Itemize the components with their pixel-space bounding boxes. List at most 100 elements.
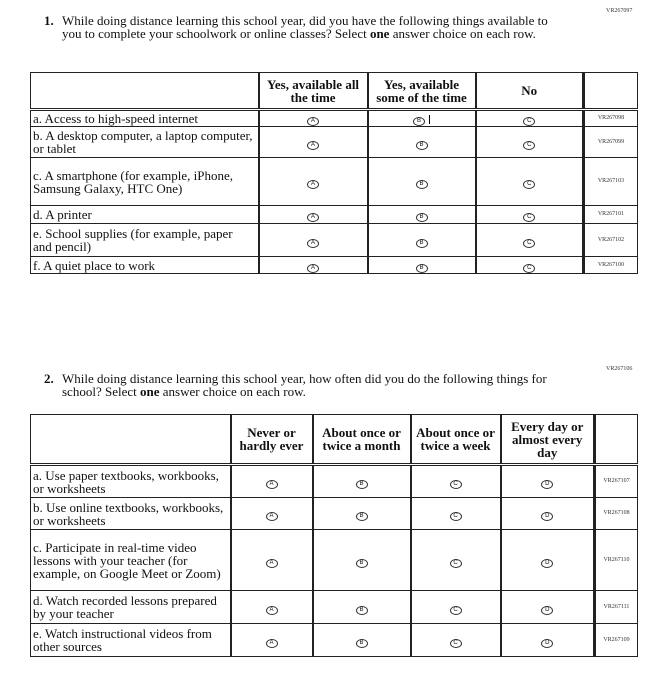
blank-header: [30, 72, 259, 110]
answer-bubble-b[interactable]: B: [355, 480, 368, 489]
answer-bubble-b[interactable]: B: [355, 605, 368, 615]
table-row: c. A smartphone (for example, iPhone, Sa…: [30, 157, 638, 206]
answer-cell: B: [311, 464, 411, 498]
row-label: a. Access to high-speed internet: [30, 109, 259, 127]
answer-cell: B: [311, 623, 411, 657]
answer-bubble-b[interactable]: B: [355, 512, 368, 521]
row-code: VR267098: [582, 109, 638, 127]
column-header: Never or hardly ever: [229, 414, 313, 465]
answer-bubble-d[interactable]: D: [541, 605, 554, 615]
column-header: Every day or almost every day: [499, 414, 595, 465]
answer-cell: C: [409, 590, 501, 624]
column-header: About once or twice a month: [311, 414, 411, 465]
answer-bubble-a[interactable]: A: [265, 638, 278, 648]
answer-cell: A: [229, 464, 313, 498]
table-row: b. A desktop computer, a laptop computer…: [30, 126, 638, 158]
row-code: VR267099: [582, 126, 638, 158]
row-label: e. School supplies (for example, paper a…: [30, 223, 259, 257]
answer-bubble-d[interactable]: D: [541, 558, 554, 568]
table-row: d. A printer A B C VR267101: [30, 205, 638, 224]
answer-cell: A: [257, 223, 368, 257]
answer-bubble-b[interactable]: B: [415, 140, 428, 150]
answer-cell: D: [499, 529, 595, 591]
question-number: 2.: [44, 371, 54, 386]
blank-header: [30, 414, 231, 465]
answer-cell: B: [366, 205, 476, 224]
answer-bubble-d[interactable]: D: [541, 512, 554, 521]
answer-bubble-a[interactable]: A: [307, 238, 319, 248]
table-row: c. Participate in real-time video lesson…: [30, 529, 638, 591]
answer-cell: A: [257, 126, 368, 158]
answer-bubble-c[interactable]: C: [523, 180, 536, 189]
answer-bubble-b[interactable]: B: [415, 213, 428, 222]
answer-cell: C: [474, 205, 584, 224]
table-row: b. Use online textbooks, workbooks, or w…: [30, 497, 638, 530]
column-header: Yes, available some of the time: [366, 72, 476, 110]
answer-bubble-c[interactable]: C: [523, 213, 536, 222]
answer-bubble-b[interactable]: B: [413, 117, 425, 126]
answer-cell: A: [257, 256, 368, 274]
q-text: While doing distance learning this schoo…: [62, 13, 548, 41]
answer-bubble-c[interactable]: C: [449, 512, 462, 521]
table-row: d. Watch recorded lessons prepared by yo…: [30, 590, 638, 624]
code-header: [582, 72, 638, 110]
answer-cell: B: [366, 109, 476, 127]
answer-bubble-a[interactable]: A: [307, 180, 319, 189]
answer-bubble-c[interactable]: C: [449, 605, 462, 615]
answer-bubble-c[interactable]: C: [449, 638, 462, 648]
answer-bubble-a[interactable]: A: [265, 512, 278, 521]
answer-cell: D: [499, 464, 595, 498]
answer-cell: B: [311, 497, 411, 530]
column-header: About once or twice a week: [409, 414, 501, 465]
answer-bubble-b[interactable]: B: [415, 263, 428, 273]
question-code: VR267106: [606, 366, 633, 372]
answer-cell: B: [366, 223, 476, 257]
question-code: VR267097: [606, 8, 633, 14]
answer-cell: A: [229, 529, 313, 591]
answer-bubble-c[interactable]: C: [523, 140, 536, 150]
answer-bubble-a[interactable]: A: [307, 140, 319, 150]
answer-bubble-c[interactable]: C: [523, 117, 536, 126]
table-row: e. Watch instructional videos from other…: [30, 623, 638, 657]
answer-bubble-c[interactable]: C: [523, 238, 536, 248]
row-label: c. Participate in real-time video lesson…: [30, 529, 231, 591]
row-code: VR267107: [593, 464, 638, 498]
answer-bubble-c[interactable]: C: [523, 263, 536, 273]
answer-cell: D: [499, 497, 595, 530]
q-text2: answer choice on each row.: [159, 384, 306, 399]
answer-bubble-a[interactable]: A: [307, 213, 319, 222]
answer-cell: C: [474, 256, 584, 274]
answer-bubble-a[interactable]: A: [265, 605, 278, 615]
answer-cell: A: [257, 157, 368, 206]
answer-cell: C: [474, 157, 584, 206]
row-code: VR267111: [593, 590, 638, 624]
answer-bubble-d[interactable]: D: [541, 638, 554, 648]
answer-bubble-a[interactable]: A: [265, 558, 278, 568]
question-2-table: Never or hardly ever About once or twice…: [30, 414, 638, 657]
answer-bubble-b[interactable]: B: [355, 638, 368, 648]
answer-bubble-a[interactable]: A: [265, 480, 278, 489]
row-label: d. Watch recorded lessons prepared by yo…: [30, 590, 231, 624]
table-row: f. A quiet place to work A B C VR267100: [30, 256, 638, 274]
row-code: VR267103: [582, 157, 638, 206]
answer-cell: B: [311, 529, 411, 591]
answer-bubble-c[interactable]: C: [449, 480, 462, 489]
row-code: VR267100: [582, 256, 638, 274]
answer-cell: C: [474, 223, 584, 257]
answer-bubble-d[interactable]: D: [541, 480, 554, 489]
answer-bubble-c[interactable]: C: [449, 558, 462, 568]
question-1-text: 1. While doing distance learning this sch…: [44, 13, 562, 41]
row-code: VR267108: [593, 497, 638, 530]
answer-bubble-a[interactable]: A: [307, 263, 319, 273]
answer-bubble-a[interactable]: A: [307, 117, 319, 126]
answer-cell: C: [474, 126, 584, 158]
row-code: VR267101: [582, 205, 638, 224]
answer-cell: B: [366, 126, 476, 158]
q-bold: one: [139, 384, 160, 399]
row-code: VR267109: [593, 623, 638, 657]
answer-bubble-b[interactable]: B: [355, 558, 368, 568]
answer-bubble-b[interactable]: B: [415, 238, 428, 248]
answer-cell: A: [257, 109, 368, 127]
answer-cell: C: [409, 623, 501, 657]
answer-bubble-b[interactable]: B: [415, 180, 428, 189]
